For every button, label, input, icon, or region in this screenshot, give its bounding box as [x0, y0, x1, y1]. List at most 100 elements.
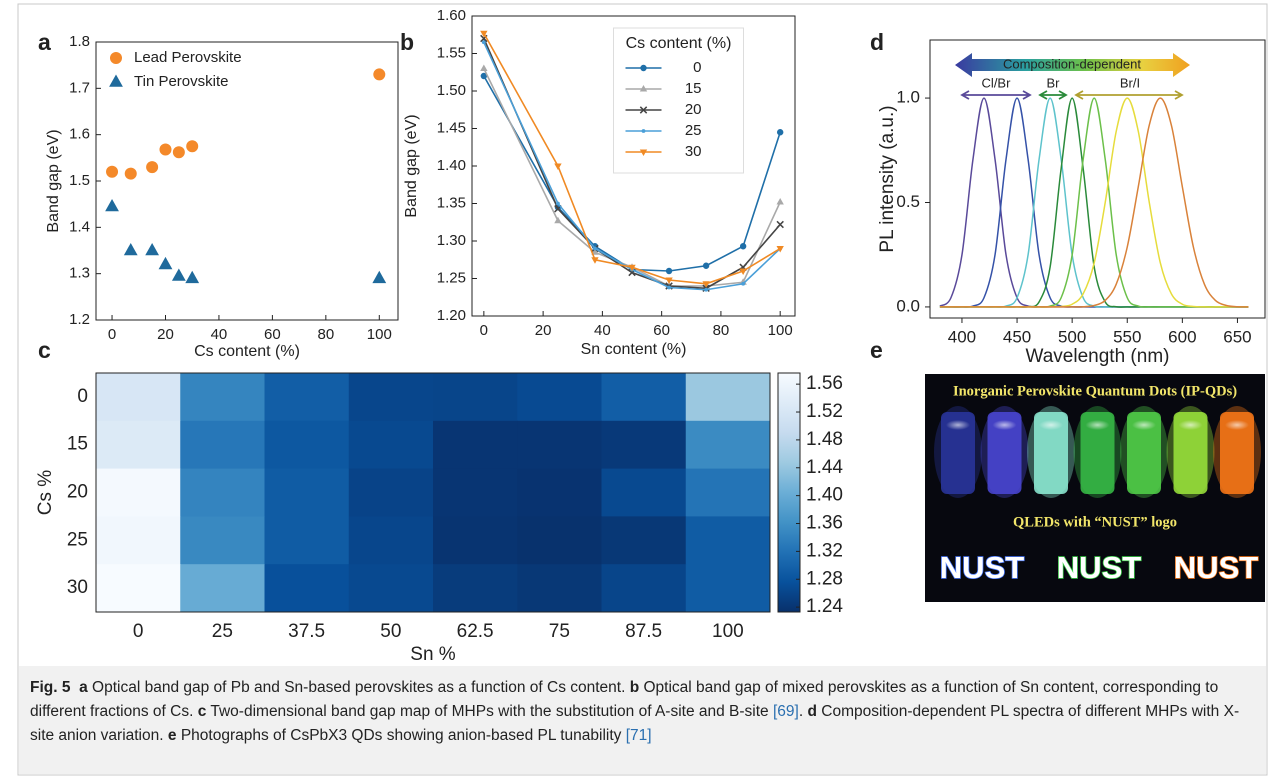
heatmap-cell: [264, 564, 350, 613]
caption: Fig. 5 a Optical band gap of Pb and Sn-b…: [30, 676, 1258, 748]
vial-highlight: [946, 420, 970, 430]
legend-marker: [639, 149, 648, 156]
data-point: [776, 198, 784, 205]
data-point: [667, 285, 671, 290]
legend-label: 20: [685, 101, 702, 118]
legend-box: [613, 27, 744, 174]
colorbar-tick-label: 1.36: [806, 513, 843, 534]
x-tick-label: 0: [480, 322, 488, 339]
data-point: [373, 68, 386, 81]
heatmap-cell: [433, 468, 518, 517]
x-axis-label: Cs content (%): [194, 343, 300, 360]
y-tick-label: 1.6: [69, 126, 90, 143]
data-point: [554, 216, 562, 224]
data-point: [123, 243, 138, 256]
data-line: [483, 32, 781, 285]
heatmap-cell: [517, 420, 602, 470]
caption-background: [19, 666, 1266, 774]
heatmap-cell: [433, 564, 518, 613]
heatmap-cell: [601, 373, 687, 422]
photo-title: Inorganic Perovskite Quantum Dots (IP-QD…: [953, 383, 1237, 399]
heatmap-cell: [96, 468, 181, 517]
heatmap-cell: [601, 564, 687, 613]
data-point: [185, 270, 200, 284]
x-tick-label: 60: [653, 322, 670, 339]
y-tick-label: 1.55: [437, 44, 466, 61]
heatmap-cell: [264, 516, 350, 565]
data-point: [159, 143, 172, 156]
y-tick-label: 1.5: [69, 172, 90, 189]
reference-link[interactable]: [71]: [625, 727, 652, 744]
caption-text: Optical band gap of mixed perovskites as…: [30, 679, 1219, 720]
y-tick-label: 1.3: [69, 265, 90, 282]
heatmap-cell: [96, 373, 181, 422]
panel-label: d: [870, 29, 884, 55]
y-tick-label: 1.20: [437, 307, 466, 324]
heatmap-cell: [348, 420, 434, 470]
caption-text: Two-dimensional band gap map of MHPs wit…: [210, 703, 769, 720]
heatmap-cell: [180, 420, 265, 470]
vial-highlight: [1225, 420, 1249, 430]
x-axis-label: Sn %: [410, 644, 456, 665]
colorbar-tick-label: 1.28: [806, 568, 843, 589]
vial-highlight: [1085, 420, 1110, 430]
caption-key: e: [167, 727, 177, 744]
x-axis-label: Wavelength (nm): [1026, 346, 1170, 367]
colorbar-tick-label: 1.40: [806, 485, 843, 506]
y-tick-label: 0: [77, 386, 88, 407]
logo-text: NUST: [1174, 550, 1258, 585]
data-line: [939, 97, 1249, 308]
x-tick-label: 650: [1223, 327, 1251, 346]
panel-label: b: [400, 29, 414, 55]
x-tick-label: 60: [264, 326, 281, 343]
data-line: [483, 75, 781, 272]
data-point: [158, 256, 173, 270]
vial: [941, 412, 975, 494]
y-tick-label: 1.60: [437, 7, 466, 24]
caption-text: Optical band gap of Pb and Sn-based pero…: [92, 679, 626, 696]
x-tick-label: 550: [1113, 327, 1141, 346]
data-point: [665, 277, 673, 284]
legend-label: Lead Perovskite: [134, 49, 242, 66]
heatmap-cell: [180, 468, 265, 517]
colorbar: [777, 372, 801, 613]
y-axis-label: PL intensity (a.u.): [877, 105, 898, 252]
heatmap-cell: [433, 420, 518, 470]
data-line: [939, 97, 1249, 308]
legend-label: 0: [693, 59, 701, 76]
x-tick-label: 40: [594, 322, 611, 339]
data-line: [939, 97, 1249, 308]
vial: [987, 412, 1022, 494]
caption-text: Composition-dependent PL spectra of diff…: [30, 703, 1240, 744]
heatmap-cell: [601, 420, 687, 470]
heatmap-cell: [180, 373, 265, 422]
data-point: [372, 270, 387, 284]
data-point: [702, 281, 710, 288]
colorbar-tick-label: 1.48: [806, 429, 843, 450]
y-tick-label: 1.7: [69, 79, 90, 96]
x-tick-label: 50: [380, 621, 401, 642]
vial-highlight: [1039, 420, 1063, 430]
data-point: [556, 201, 560, 206]
x-tick-label: 100: [712, 621, 744, 642]
y-tick-label: 0.5: [896, 192, 920, 211]
data-point: [145, 243, 160, 256]
data-point: [739, 268, 747, 275]
x-tick-label: 0: [133, 621, 144, 642]
y-tick-label: 1.50: [437, 82, 466, 99]
legend-label: 25: [685, 122, 702, 139]
vial-highlight: [1132, 420, 1156, 430]
heatmap-cell: [96, 516, 181, 565]
legend-marker: [109, 74, 123, 87]
vial-highlight: [992, 420, 1017, 430]
legend-label: 15: [685, 80, 702, 97]
x-tick-label: 87.5: [625, 621, 662, 642]
heatmap-cell: [96, 420, 181, 470]
legend-marker: [641, 129, 646, 133]
reference-link[interactable]: [69]: [772, 703, 799, 720]
heatmap-cell: [685, 373, 771, 422]
panel-label: e: [870, 337, 883, 363]
heatmap-cell: [264, 468, 350, 517]
